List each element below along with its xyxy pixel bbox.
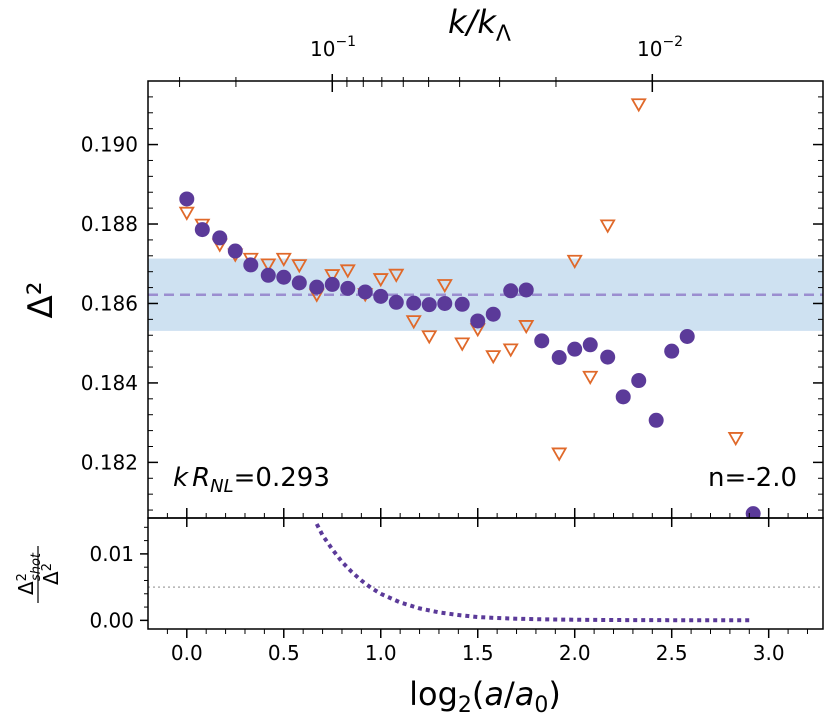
bottom-x-ticks: 0.0 0.5 1.0 1.5 2.0 2.5 3.0 bbox=[166, 518, 808, 665]
circle-point bbox=[745, 506, 761, 518]
circle-point bbox=[309, 279, 325, 295]
circle-point bbox=[679, 328, 695, 344]
n-annotation: n=-2.0 bbox=[708, 463, 797, 493]
triangle-point bbox=[599, 219, 616, 234]
circle-point bbox=[615, 389, 631, 405]
triangle-point bbox=[260, 258, 277, 273]
bottom-x-tick-label: 0.5 bbox=[268, 641, 300, 665]
circle-point bbox=[600, 349, 616, 365]
circle-point bbox=[631, 373, 647, 389]
top-tick-label-2: 10−2 bbox=[637, 34, 683, 61]
bottom-x-tick-label: 2.5 bbox=[656, 641, 688, 665]
circle-point bbox=[664, 343, 680, 359]
main-y-tick-label: 0.186 bbox=[81, 291, 138, 315]
main-y-tick-label: 0.190 bbox=[81, 133, 138, 157]
circle-point bbox=[260, 267, 276, 283]
circle-point bbox=[227, 243, 243, 259]
circle-point bbox=[518, 282, 534, 298]
triangle-point bbox=[339, 264, 356, 279]
krnl-annotation: k RNL=0.293 bbox=[173, 463, 330, 497]
circle-series bbox=[179, 191, 761, 518]
circle-point bbox=[454, 296, 470, 312]
circle-point bbox=[534, 333, 550, 349]
circle-point bbox=[357, 284, 373, 300]
triangle-point bbox=[727, 432, 744, 447]
triangle-point bbox=[405, 315, 422, 330]
main-y-tick-label: 0.188 bbox=[81, 212, 138, 236]
triangle-point bbox=[485, 350, 502, 365]
main-y-tick-label: 0.184 bbox=[81, 371, 138, 395]
circle-point bbox=[582, 337, 598, 353]
triangle-point bbox=[518, 320, 535, 335]
bottom-x-tick-label: 1.0 bbox=[365, 641, 397, 665]
triangle-point bbox=[502, 343, 519, 358]
circle-point bbox=[194, 222, 210, 238]
circle-point bbox=[179, 191, 195, 207]
bottom-y-ticks: 0.00 0.01 bbox=[89, 526, 148, 632]
triangle-point bbox=[630, 98, 647, 113]
main-y-tick-label: 0.182 bbox=[81, 450, 138, 474]
circle-point bbox=[276, 269, 292, 285]
circle-point bbox=[567, 341, 583, 357]
top-tick-label-1: 10−1 bbox=[310, 34, 356, 61]
triangle-point bbox=[372, 273, 389, 288]
bottom-x-axis-title: log2(a/a0) bbox=[409, 675, 561, 718]
main-y-axis-title: Δ² bbox=[21, 282, 61, 319]
top-axis-title: k/kΛ bbox=[448, 3, 511, 47]
triangle-point bbox=[178, 206, 195, 221]
bottom-x-tick-label: 1.5 bbox=[462, 641, 494, 665]
circle-point bbox=[324, 276, 340, 292]
triangle-point bbox=[324, 269, 341, 284]
circle-point bbox=[406, 295, 422, 311]
bottom-plot-area bbox=[148, 523, 823, 623]
bottom-y-axis-title: Δ2shot Δ2 bbox=[14, 546, 63, 603]
triangle-point bbox=[388, 268, 405, 283]
circle-point bbox=[485, 306, 501, 322]
circle-point bbox=[470, 313, 486, 329]
main-y-ticks: 0.182 0.184 0.186 0.188 0.190 bbox=[81, 96, 823, 511]
main-x-ticks bbox=[166, 508, 808, 518]
circle-point bbox=[243, 257, 259, 273]
triangle-point bbox=[421, 330, 438, 345]
circle-point bbox=[421, 297, 437, 313]
main-plot-area bbox=[148, 98, 823, 518]
triangle-point bbox=[291, 259, 308, 274]
bottom-x-tick-label: 2.0 bbox=[559, 641, 591, 665]
shot-ratio-line bbox=[314, 523, 754, 623]
circle-point bbox=[373, 288, 389, 304]
circle-point bbox=[340, 280, 356, 296]
bottom-frame bbox=[147, 517, 824, 630]
circle-point bbox=[503, 283, 519, 299]
circle-point bbox=[212, 230, 228, 246]
triangle-series bbox=[178, 98, 744, 462]
bottom-x-tick-label: 3.0 bbox=[753, 641, 785, 665]
triangle-point bbox=[551, 447, 568, 462]
triangle-point bbox=[566, 254, 583, 269]
bottom-y-tick-label: 0.00 bbox=[89, 608, 134, 632]
circle-point bbox=[648, 412, 664, 428]
ylabel-denominator: Δ2 bbox=[39, 563, 63, 585]
triangle-point bbox=[582, 370, 599, 385]
triangle-point bbox=[436, 279, 453, 294]
bottom-x-tick-label: 0.0 bbox=[171, 641, 203, 665]
bottom-y-tick-label: 0.01 bbox=[89, 542, 134, 566]
ylabel-numerator: Δ2shot bbox=[14, 552, 44, 595]
top-axis-ticks bbox=[179, 74, 654, 92]
circle-point bbox=[291, 275, 307, 291]
circle-point bbox=[551, 350, 567, 366]
circle-point bbox=[437, 295, 453, 311]
circle-point bbox=[388, 294, 404, 310]
triangle-point bbox=[275, 252, 292, 267]
triangle-point bbox=[454, 337, 471, 352]
